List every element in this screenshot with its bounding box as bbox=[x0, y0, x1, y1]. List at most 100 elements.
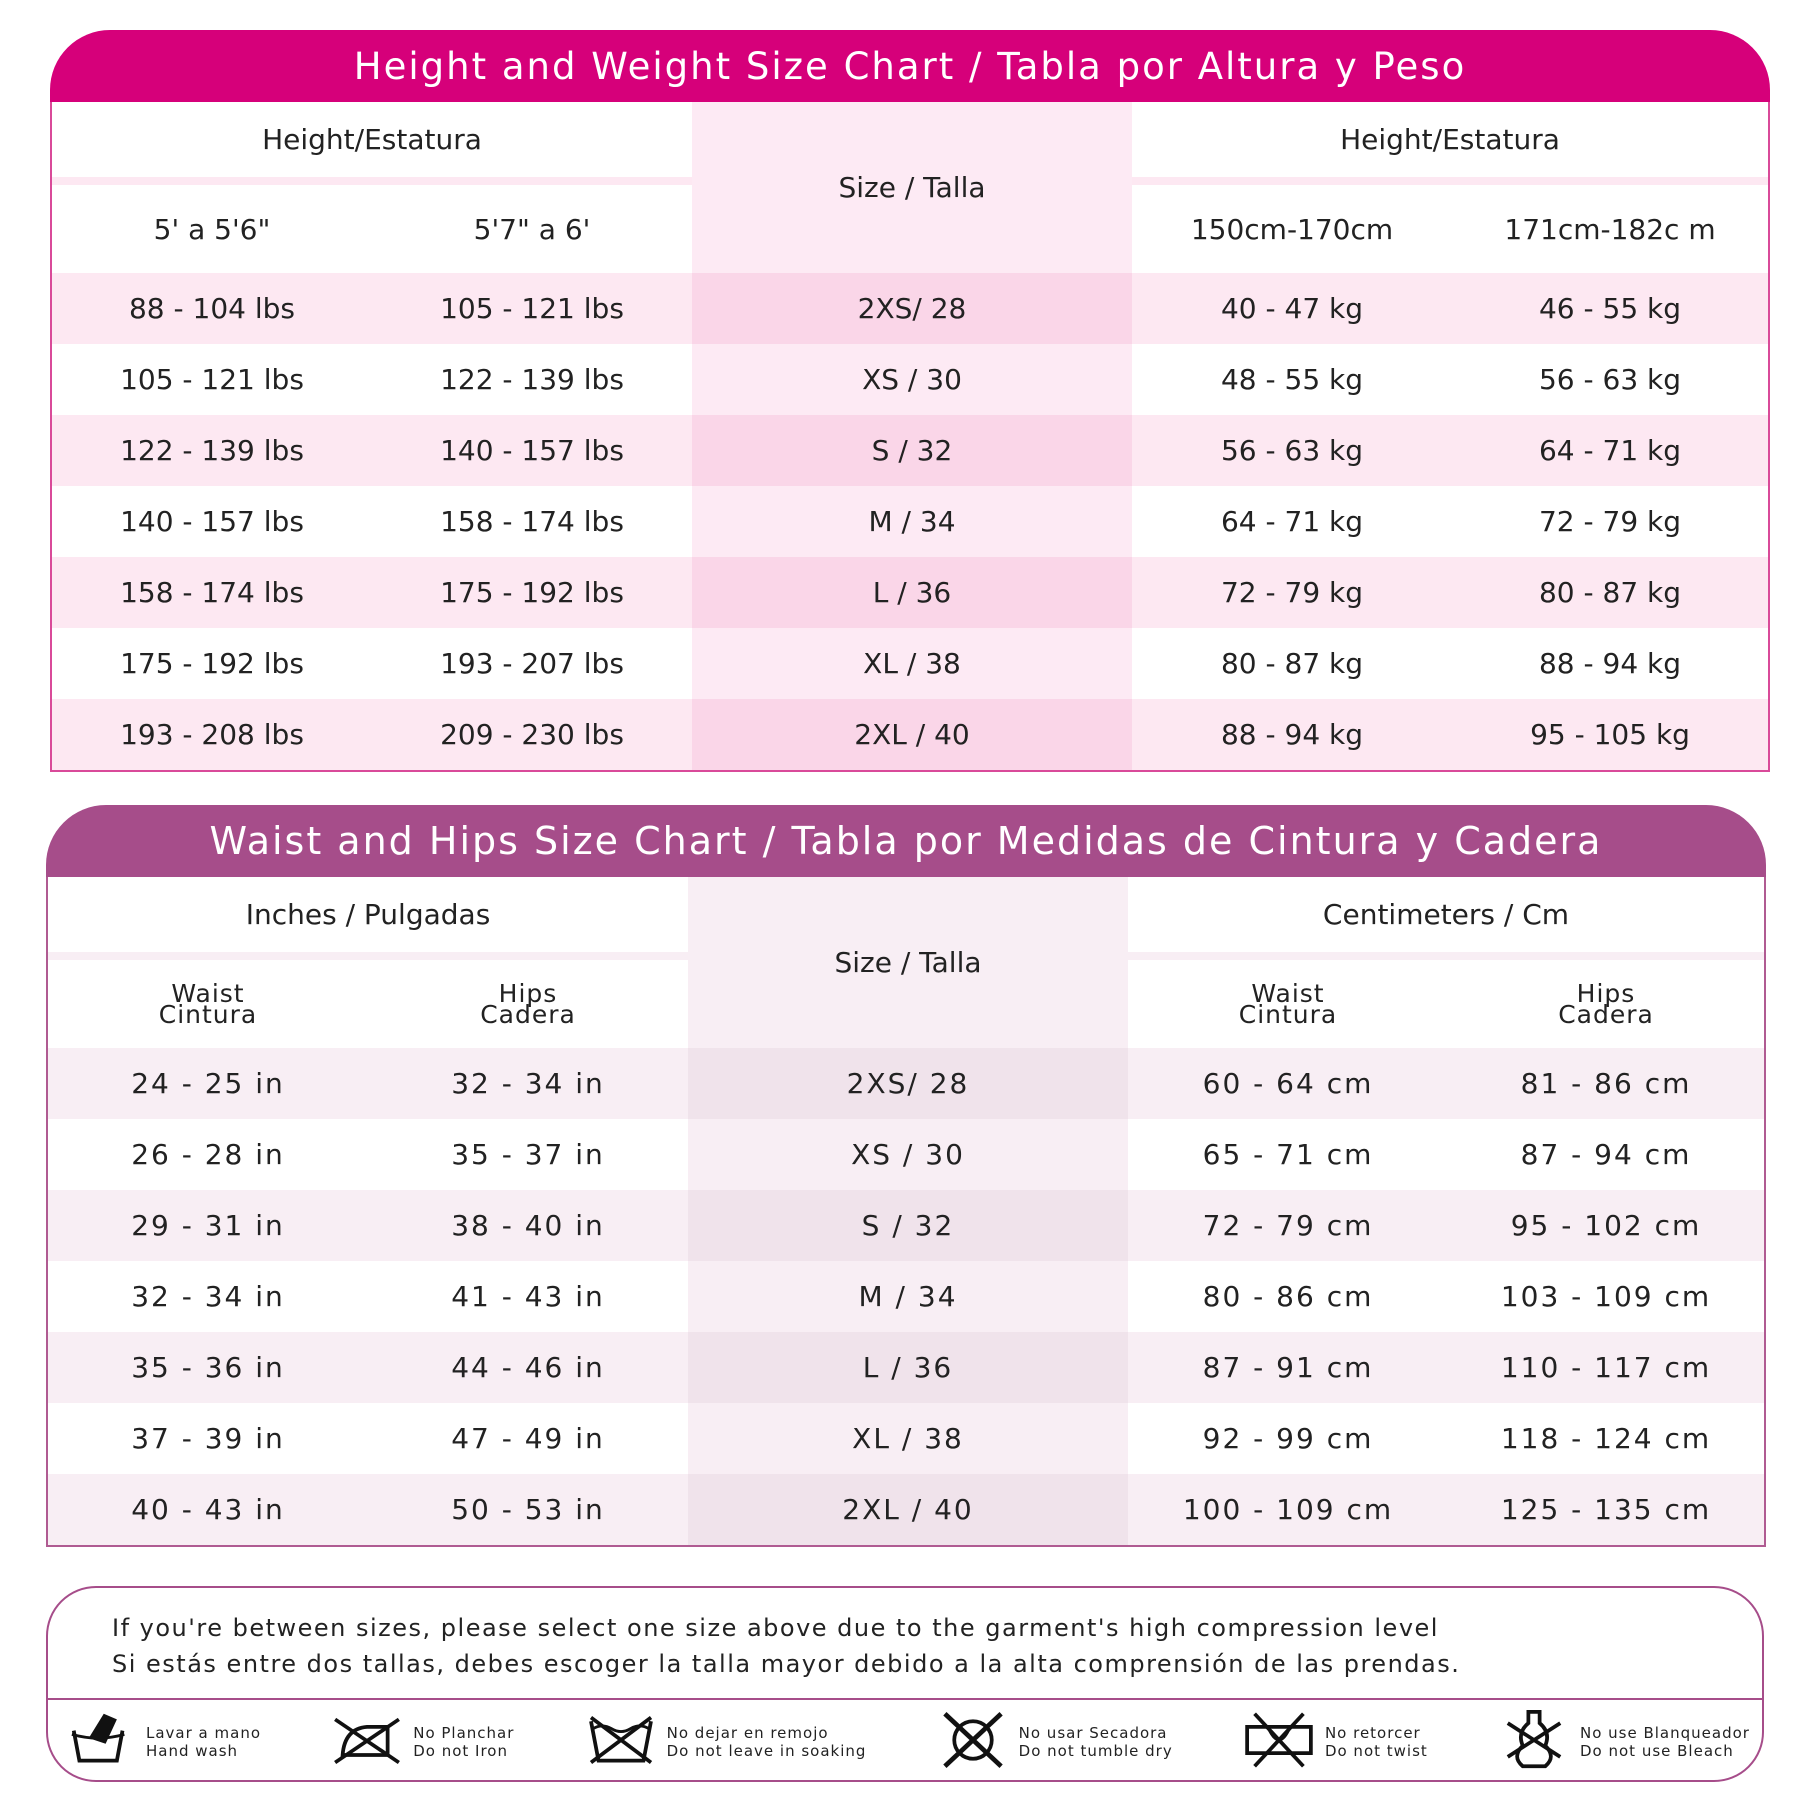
table-cell: 56 - 63 kg bbox=[1452, 344, 1768, 415]
care-label-es: No use Blanqueador bbox=[1579, 1724, 1750, 1742]
height-weight-table: Height/Estatura Size / Talla Height/Estatu… bbox=[50, 102, 1770, 772]
table-cell: 50 - 53 in bbox=[368, 1474, 688, 1545]
subheader-en: Waist bbox=[171, 979, 245, 1008]
no-iron-icon bbox=[327, 1710, 407, 1774]
table-cell: 118 - 124 cm bbox=[1448, 1403, 1764, 1474]
subheader: 171cm-182c m bbox=[1504, 212, 1716, 246]
table-cell: 100 - 109 cm bbox=[1128, 1474, 1448, 1545]
table-cell: 32 - 34 in bbox=[368, 1048, 688, 1119]
table-cell: 26 - 28 in bbox=[48, 1119, 368, 1190]
care-item: No Planchar Do not Iron bbox=[327, 1710, 514, 1774]
care-item: No usar Secadora Do not tumble dry bbox=[933, 1710, 1173, 1774]
table-cell: 48 - 55 kg bbox=[1132, 344, 1452, 415]
subheader: Hips Cadera bbox=[1448, 960, 1764, 1048]
no-twist-icon bbox=[1239, 1710, 1319, 1774]
waist-hips-table: Inches / Pulgadas Size / Talla Centimeters… bbox=[46, 877, 1766, 1547]
care-label: No usar Secadora Do not tumble dry bbox=[1019, 1724, 1173, 1760]
table-cell: 56 - 63 kg bbox=[1132, 415, 1452, 486]
subheader: 5'7" a 6' bbox=[473, 212, 591, 246]
table-cell: 140 - 157 lbs bbox=[372, 415, 692, 486]
hand-wash-icon bbox=[60, 1710, 140, 1774]
size-cell: 2XS/ 28 bbox=[692, 273, 1132, 344]
size-cell: L / 36 bbox=[688, 1332, 1128, 1403]
care-label-en: Do not Iron bbox=[413, 1742, 508, 1760]
table-cell: 87 - 94 cm bbox=[1448, 1119, 1764, 1190]
table-cell: 175 - 192 lbs bbox=[372, 557, 692, 628]
no-soak-icon bbox=[581, 1710, 661, 1774]
care-item: No retorcer Do not twist bbox=[1239, 1710, 1428, 1774]
care-label: No use Blanqueador Do not use Bleach bbox=[1580, 1724, 1750, 1760]
note-english: If you're between sizes, please select o… bbox=[112, 1614, 1439, 1642]
table-cell: 24 - 25 in bbox=[48, 1048, 368, 1119]
left-group-header: Height/Estatura bbox=[52, 102, 692, 185]
table-cell: 35 - 36 in bbox=[48, 1332, 368, 1403]
table-cell: 103 - 109 cm bbox=[1448, 1261, 1764, 1332]
table-cell: 81 - 86 cm bbox=[1448, 1048, 1764, 1119]
size-cell: M / 34 bbox=[692, 486, 1132, 557]
no-bleach-icon bbox=[1494, 1710, 1574, 1774]
table-cell: 64 - 71 kg bbox=[1452, 415, 1768, 486]
size-cell: 2XL / 40 bbox=[692, 699, 1132, 770]
care-item: No use Blanqueador Do not use Bleach bbox=[1494, 1710, 1750, 1774]
size-cell: S / 32 bbox=[688, 1190, 1128, 1261]
table-cell: 105 - 121 lbs bbox=[372, 273, 692, 344]
size-cell: XS / 30 bbox=[688, 1119, 1128, 1190]
table-cell: 65 - 71 cm bbox=[1128, 1119, 1448, 1190]
waist-hips-title: Waist and Hips Size Chart / Tabla por Me… bbox=[46, 805, 1766, 877]
size-cell: XS / 30 bbox=[692, 344, 1132, 415]
subheader-es: Cintura bbox=[1238, 1000, 1338, 1029]
care-item: No dejar en remojo Do not leave in soakin… bbox=[581, 1710, 867, 1774]
care-label: No retorcer Do not twist bbox=[1325, 1724, 1428, 1760]
subheader-es: Cadera bbox=[480, 1000, 576, 1029]
table-cell: 72 - 79 kg bbox=[1452, 486, 1768, 557]
table-cell: 38 - 40 in bbox=[368, 1190, 688, 1261]
table-cell: 32 - 34 in bbox=[48, 1261, 368, 1332]
table-cell: 40 - 47 kg bbox=[1132, 273, 1452, 344]
table-cell: 193 - 207 lbs bbox=[372, 628, 692, 699]
subheader: Hips Cadera bbox=[368, 960, 688, 1048]
care-label-es: No usar Secadora bbox=[1018, 1724, 1168, 1742]
care-label-en: Do not twist bbox=[1324, 1742, 1428, 1760]
table-cell: 175 - 192 lbs bbox=[52, 628, 372, 699]
table-cell: 158 - 174 lbs bbox=[52, 557, 372, 628]
care-label-en: Do not use Bleach bbox=[1579, 1742, 1734, 1760]
care-label-en: Do not leave in soaking bbox=[666, 1742, 867, 1760]
table-cell: 80 - 87 kg bbox=[1132, 628, 1452, 699]
subheader-es: Cadera bbox=[1558, 1000, 1654, 1029]
table-cell: 95 - 102 cm bbox=[1448, 1190, 1764, 1261]
note-spanish: Si estás entre dos tallas, debes escoger… bbox=[112, 1650, 1461, 1678]
table-cell: 193 - 208 lbs bbox=[52, 699, 372, 770]
care-label-en: Do not tumble dry bbox=[1018, 1742, 1173, 1760]
table-cell: 87 - 91 cm bbox=[1128, 1332, 1448, 1403]
table-cell: 105 - 121 lbs bbox=[52, 344, 372, 415]
table-cell: 88 - 94 kg bbox=[1452, 628, 1768, 699]
size-cell: 2XL / 40 bbox=[688, 1474, 1128, 1545]
table-cell: 60 - 64 cm bbox=[1128, 1048, 1448, 1119]
size-header: Size / Talla bbox=[692, 102, 1132, 273]
right-group-header: Centimeters / Cm bbox=[1128, 877, 1764, 960]
size-cell: M / 34 bbox=[688, 1261, 1128, 1332]
table-cell: 110 - 117 cm bbox=[1448, 1332, 1764, 1403]
size-cell: L / 36 bbox=[692, 557, 1132, 628]
subheader-en: Hips bbox=[1576, 979, 1636, 1008]
notes-divider bbox=[48, 1698, 1762, 1700]
size-cell: 2XS/ 28 bbox=[688, 1048, 1128, 1119]
table-cell: 140 - 157 lbs bbox=[52, 486, 372, 557]
table-cell: 72 - 79 cm bbox=[1128, 1190, 1448, 1261]
care-label: Lavar a mano Hand wash bbox=[146, 1724, 261, 1760]
waist-hips-chart: Waist and Hips Size Chart / Tabla por Me… bbox=[46, 805, 1766, 1547]
subheader: 150cm-170cm bbox=[1190, 212, 1394, 246]
table-cell: 64 - 71 kg bbox=[1132, 486, 1452, 557]
table-cell: 44 - 46 in bbox=[368, 1332, 688, 1403]
table-cell: 29 - 31 in bbox=[48, 1190, 368, 1261]
table-cell: 158 - 174 lbs bbox=[372, 486, 692, 557]
table-cell: 47 - 49 in bbox=[368, 1403, 688, 1474]
table-cell: 88 - 104 lbs bbox=[52, 273, 372, 344]
notes-box: If you're between sizes, please select o… bbox=[46, 1586, 1764, 1782]
table-cell: 46 - 55 kg bbox=[1452, 273, 1768, 344]
subheader: Waist Cintura bbox=[48, 960, 368, 1048]
height-weight-chart: Height and Weight Size Chart / Tabla por… bbox=[50, 30, 1770, 772]
size-header: Size / Talla bbox=[688, 877, 1128, 1048]
table-cell: 37 - 39 in bbox=[48, 1403, 368, 1474]
table-cell: 80 - 87 kg bbox=[1452, 557, 1768, 628]
